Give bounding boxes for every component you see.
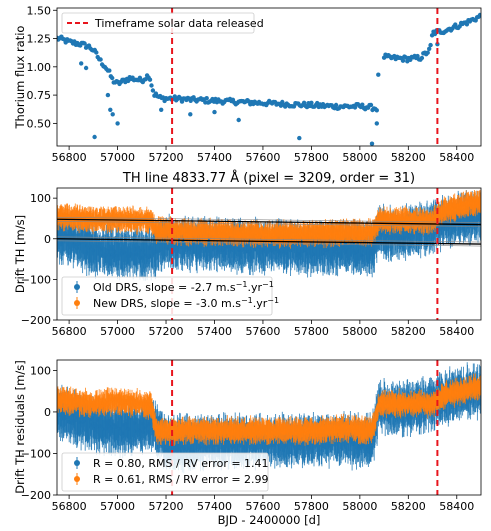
outlier-point (105, 92, 111, 98)
outlier-point (435, 42, 440, 47)
outlier-point (369, 141, 375, 146)
x-tick-label: 57400 (197, 325, 232, 338)
data-point (400, 58, 406, 63)
outlier-point (297, 135, 302, 141)
outlier-point (212, 109, 217, 115)
x-tick-label: 57200 (149, 325, 184, 338)
x-tick-label: 56800 (52, 151, 87, 164)
x-tick-label: 58000 (342, 151, 377, 164)
fit-line-envelope (57, 240, 481, 247)
panel-3-plot (57, 360, 481, 495)
outlier-point (79, 61, 84, 66)
data-point (150, 88, 156, 93)
legend-box (61, 12, 255, 34)
panel-2-legend: Old DRS, slope = -2.7 m.s−1.yr−1 New DRS… (61, 276, 279, 316)
y-tick-label: 0 (44, 233, 51, 246)
data-point (464, 22, 470, 27)
panel-2-frame (56, 187, 482, 321)
data-point (415, 53, 420, 59)
outlier-point (110, 112, 115, 117)
fit-line-envelope (57, 220, 481, 227)
data-point (110, 75, 115, 81)
x-tick-label: 58000 (342, 325, 377, 338)
legend-marker-old-drs (74, 281, 80, 293)
panel-drift-th: TH line 4833.77 Å (pixel = 3209, order =… (13, 170, 482, 338)
data-point (374, 108, 379, 113)
outlier-point (236, 117, 241, 123)
outlier-point (115, 121, 120, 126)
data-point (107, 68, 112, 73)
data-point (428, 42, 433, 48)
outlier-point (374, 121, 379, 126)
y-tick-label: 0.50 (27, 117, 52, 130)
outlier-point (108, 107, 113, 113)
data-point (309, 100, 314, 106)
fit-line (57, 238, 481, 245)
x-tick-label: 57600 (245, 151, 280, 164)
data-point (172, 94, 177, 99)
data-point (425, 50, 430, 55)
data-point (147, 77, 153, 82)
panel-thorium-flux: 56800 57000 57200 57400 57600 57800 58000 58200… (13, 4, 482, 164)
panel-2-title: TH line 4833.77 Å (pixel = 3209, order =… (122, 170, 415, 186)
panel-1-frame (56, 7, 482, 147)
x-tick-label: 57200 (149, 151, 184, 164)
x-tick-label: 57600 (245, 325, 280, 338)
legend-entry-new-drs: New DRS, slope = -3.0 m.s−1.yr−1 (93, 296, 279, 310)
x-tick-label: 57000 (100, 325, 135, 338)
legend-entry-old-drs: Old DRS, slope = -2.7 m.s−1.yr−1 (93, 280, 274, 294)
data-point (333, 102, 339, 108)
x-tick-label: 57400 (197, 151, 232, 164)
outlier-point (83, 65, 89, 71)
x-tick-label: 57800 (294, 151, 329, 164)
y-tick-label: −100 (21, 273, 51, 286)
panel-1-ylabel: Thorium flux ratio (13, 26, 27, 130)
data-point (457, 24, 462, 29)
data-point (149, 83, 154, 88)
x-tick-label: 56800 (52, 325, 87, 338)
legend-entry-solar: Timeframe solar data released (94, 17, 264, 30)
y-tick-label: 1.00 (27, 61, 52, 74)
data-point (204, 96, 209, 101)
x-tick-label: 58400 (439, 325, 474, 338)
panel-1-legend: Timeframe solar data released (61, 12, 264, 34)
y-tick-label: −200 (21, 314, 51, 327)
data-point (82, 41, 87, 46)
data-point (419, 55, 425, 61)
fit-line-envelope (57, 236, 481, 243)
x-tick-label: 58200 (391, 151, 426, 164)
fit-line (57, 218, 481, 226)
x-tick-label: 57000 (100, 151, 135, 164)
y-tick-label: 1.50 (27, 4, 52, 17)
panel-2-plot (57, 188, 481, 320)
panel-1-axes: 56800 57000 57200 57400 57600 57800 58000 58200… (27, 4, 475, 164)
x-tick-label: 58200 (391, 325, 426, 338)
x-tick-label: 58400 (439, 151, 474, 164)
panel-2-axes: 56800 57000 57200 57400 57600 57800 58000 58200… (21, 192, 474, 338)
data-point (94, 50, 99, 55)
data-point (477, 12, 481, 18)
data-point (432, 31, 438, 37)
panel-drift-residuals: 56800 57000 57200 57400 57600 57800 58000 58200… (13, 359, 482, 513)
outlier-point (159, 107, 164, 113)
outlier-point (92, 134, 97, 140)
x-tick-label: 57800 (294, 325, 329, 338)
y-tick-label: 0.75 (27, 89, 52, 102)
y-tick-label: 100 (30, 192, 51, 205)
data-point (376, 72, 381, 77)
y-tick-label: 1.25 (27, 33, 52, 46)
fit-line-envelope (57, 216, 481, 223)
data-point (368, 102, 374, 108)
legend-marker-new-drs (74, 297, 80, 309)
panel-2-ylabel: Drift TH [m/s] (13, 215, 27, 293)
data-point (98, 57, 103, 62)
data-point (427, 46, 432, 51)
legend-box (61, 276, 273, 316)
outlier-point (188, 112, 193, 117)
